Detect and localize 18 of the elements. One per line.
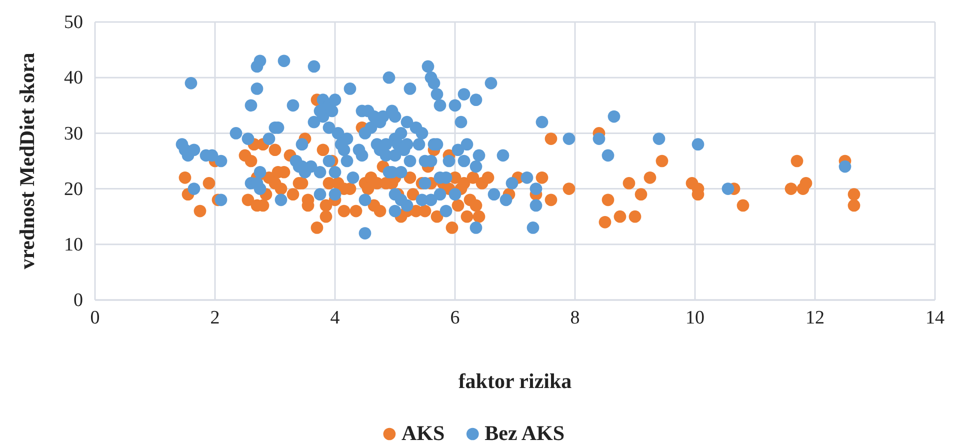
x-axis-title: faktor rizika [458, 369, 572, 393]
x-tick-label: 12 [806, 307, 824, 328]
x-tick-label: 6 [450, 307, 460, 328]
x-tick-label: 0 [90, 307, 100, 328]
x-tick-label: 2 [210, 307, 220, 328]
y-tick-label: 30 [64, 123, 83, 144]
y-tick-label: 20 [64, 178, 83, 200]
y-tick-label: 10 [64, 234, 83, 256]
x-tick-label: 4 [330, 307, 340, 328]
y-axis-title: vrednost MedDiet skora [15, 52, 39, 270]
y-tick-label: 0 [74, 290, 83, 312]
y-tick-label: 40 [64, 68, 83, 89]
x-tick-label: 10 [686, 307, 704, 328]
y-tick-label: 50 [64, 12, 83, 34]
legend-label: AKS [401, 421, 445, 445]
legend-label: Bez AKS [484, 421, 565, 445]
x-tick-label: 14 [926, 307, 945, 328]
x-tick-label: 8 [570, 307, 580, 328]
